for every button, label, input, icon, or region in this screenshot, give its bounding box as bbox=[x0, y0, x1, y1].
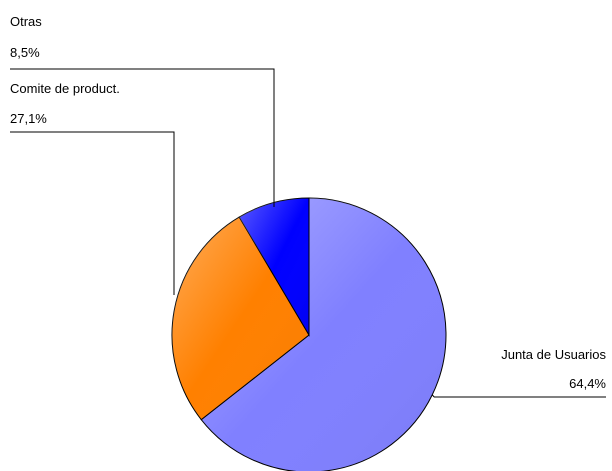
pie-slice-shading-junta-de-usuarios bbox=[201, 198, 446, 471]
pie-slices bbox=[171, 197, 447, 471]
leader-line-junta-de-usuarios bbox=[431, 394, 606, 398]
slice-label-junta-de-usuarios: Junta de Usuarios bbox=[501, 347, 606, 362]
slice-value-junta-de-usuarios: 64,4% bbox=[569, 376, 606, 391]
pie-slice-shading-comite-de-product bbox=[172, 217, 309, 420]
leader-line-comite-de-product bbox=[10, 131, 175, 295]
slice-label-comite-de-product: Comite de product. bbox=[10, 81, 120, 96]
leader-lines bbox=[10, 68, 606, 398]
leader-line-otras bbox=[10, 68, 275, 207]
slice-label-otras: Otras bbox=[10, 14, 42, 29]
slice-value-comite-de-product: 27,1% bbox=[10, 111, 47, 126]
slice-value-otras: 8,5% bbox=[10, 45, 40, 60]
pie-slice-shading-otras bbox=[239, 198, 309, 335]
